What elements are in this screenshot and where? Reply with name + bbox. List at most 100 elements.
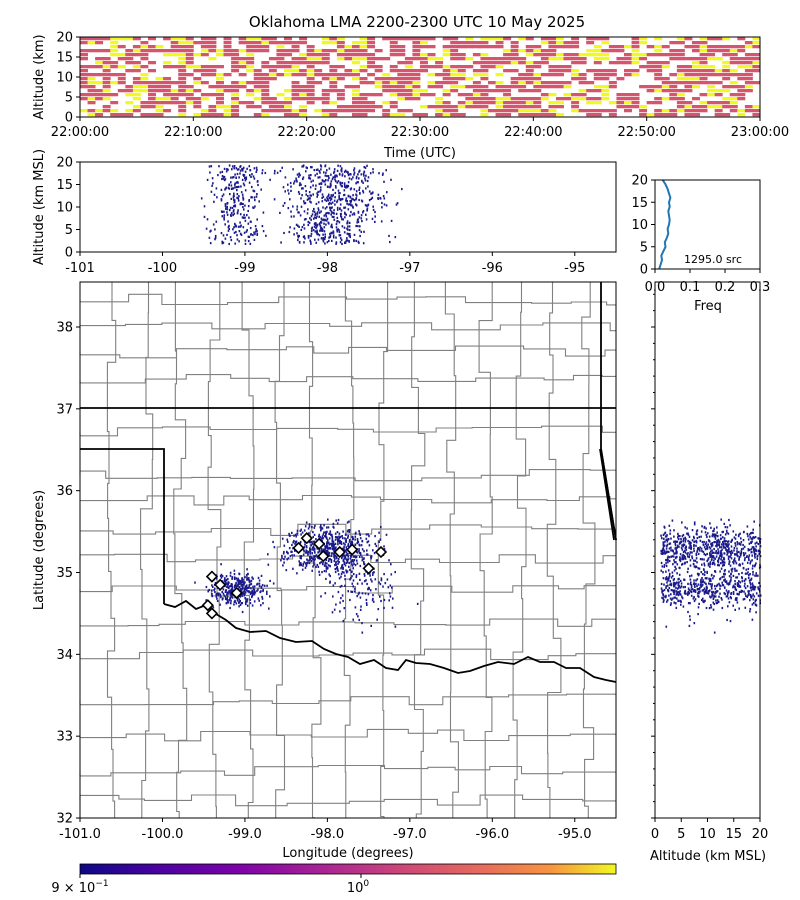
time-height-cell: [616, 45, 625, 49]
time-height-cell: [525, 37, 534, 41]
lon-alt-point: [279, 211, 281, 214]
plan-view-point: [354, 532, 357, 535]
plan-view-point: [324, 592, 327, 595]
alt-lat-point: [743, 590, 745, 593]
plan-view-point: [228, 599, 230, 602]
alt-lat-point: [710, 596, 712, 599]
time-height-cell: [216, 49, 224, 53]
plan-view-point: [238, 580, 240, 583]
alt-lat-point: [712, 597, 715, 600]
lon-alt-point: [343, 231, 346, 234]
plan-view-point: [239, 600, 241, 603]
lon-alt-point: [292, 205, 294, 208]
plan-view-point: [346, 530, 349, 533]
alt-lat-point: [661, 589, 663, 592]
time-height-cell: [170, 93, 179, 97]
county-line: [79, 425, 616, 437]
lon-alt-point: [310, 218, 312, 221]
time-height-cell: [268, 65, 277, 69]
plan-view-point: [391, 586, 393, 589]
time-height-cell: [503, 57, 512, 61]
lon-alt-point: [254, 205, 256, 208]
lon-alt-point: [307, 208, 309, 211]
alt-lat-point: [711, 573, 713, 576]
time-height-cell: [450, 85, 459, 89]
time-height-panel: 22:00:00 22:10:00 22:20:00 22:30:00 22:40:00…: [32, 31, 789, 162]
lon-alt-point: [236, 189, 238, 192]
time-height-cell: [540, 73, 549, 77]
time-height-cell: [336, 41, 345, 45]
plan-view-point: [379, 538, 382, 541]
time-height-cell: [148, 105, 156, 109]
time-height-cell: [87, 37, 96, 41]
time-height-cell: [586, 41, 595, 45]
plan-view-point: [352, 567, 354, 570]
alt-lat-point: [665, 559, 668, 562]
time-height-cell: [540, 85, 549, 89]
lon-alt-point: [239, 221, 241, 224]
lon-alt-point: [248, 199, 250, 202]
lon-alt-point: [330, 194, 333, 197]
lon-alt-point: [319, 171, 321, 174]
plan-view-point: [347, 590, 349, 593]
plan-view-point: [223, 594, 226, 597]
lon-alt-point: [359, 234, 361, 238]
lon-alt-point: [333, 199, 336, 202]
plan-view-point: [335, 560, 337, 563]
time-height-cell: [110, 93, 119, 97]
time-height-cell: [503, 93, 512, 97]
alt-lat-point: [686, 532, 688, 535]
alt-lat-point: [752, 598, 755, 601]
lon-alt-point: [317, 207, 320, 210]
time-height-cell: [208, 113, 217, 117]
time-height-cell: [80, 81, 88, 85]
lon-alt-point: [269, 178, 271, 181]
plan-view-point: [244, 581, 246, 584]
time-height-cell: [299, 109, 308, 113]
time-height-cell: [185, 89, 194, 93]
alt-lat-point: [662, 593, 665, 597]
lon-alt-point: [242, 202, 244, 206]
alt-hist-ytick-label: 5: [640, 240, 648, 255]
lon-alt-point: [362, 189, 364, 192]
time-height-cell: [261, 61, 270, 65]
lon-alt-xtick-label: -101: [65, 261, 95, 276]
time-height-cell: [654, 53, 663, 57]
time-height-cell: [389, 37, 398, 41]
lon-alt-point: [351, 197, 353, 200]
plan-view-point: [293, 539, 295, 543]
plan-view-point: [341, 564, 344, 567]
time-height-cell: [654, 101, 663, 105]
county-line: [410, 281, 426, 818]
lon-alt-point: [339, 234, 342, 237]
time-height-cell: [752, 69, 761, 73]
lon-alt-point: [212, 223, 215, 226]
plan-view-point: [365, 579, 367, 582]
plan-view-point: [320, 547, 323, 551]
alt-lat-point: [736, 576, 739, 579]
alt-lat-point: [712, 608, 715, 611]
time-height-cell: [616, 77, 625, 81]
lon-alt-point: [346, 227, 348, 230]
time-height-cell: [314, 73, 323, 77]
lon-alt-point: [359, 225, 361, 228]
plan-view-point: [383, 545, 385, 548]
time-height-cell: [208, 69, 217, 73]
county-line: [79, 469, 616, 482]
time-height-xtick-label: 22:00:00: [51, 125, 109, 140]
lon-alt-point: [320, 165, 323, 168]
time-height-cell: [722, 49, 731, 53]
plan-view-xtick-label: -96.0: [475, 827, 509, 842]
plan-view-point: [344, 574, 346, 577]
plan-view-point: [320, 595, 322, 598]
time-height-cell: [155, 45, 164, 49]
lon-alt-point: [365, 187, 367, 190]
plan-view-point: [347, 553, 349, 556]
time-height-cell: [306, 45, 315, 49]
plan-view-point: [356, 562, 359, 565]
alt-lat-point: [692, 535, 695, 538]
alt-lat-point: [728, 518, 730, 522]
time-height-cell: [654, 109, 663, 113]
plan-view-point: [319, 526, 322, 529]
plan-view-point: [383, 606, 385, 609]
